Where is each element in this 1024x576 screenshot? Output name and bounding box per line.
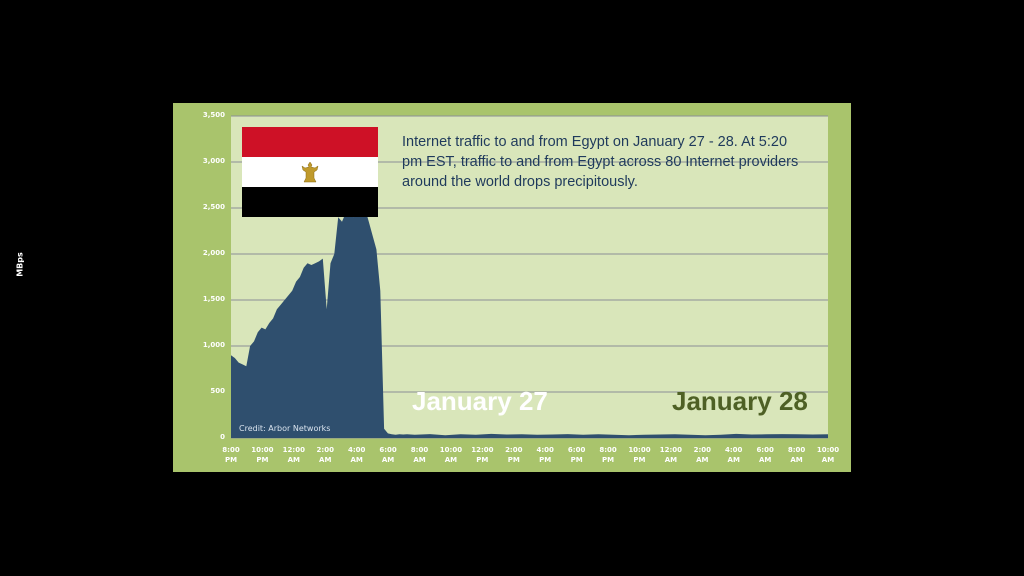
x-tick-label: 2:00 AM [693,446,712,464]
x-tick-label: 10:00 PM [251,446,274,464]
x-tick-label: 12:00 AM [282,446,305,464]
series-area [231,194,828,438]
x-tick-label: 8:00 AM [787,446,806,464]
y-tick-label: 1,000 [202,341,225,349]
flag-red-stripe [242,127,378,157]
chart-caption: Internet traffic to and from Egypt on Ja… [402,134,799,190]
x-tick-label: 10:00 AM [816,446,840,464]
x-tick-label: 4:00 AM [347,446,366,464]
x-tick-label: 8:00 AM [410,446,429,464]
egypt-flag [242,127,378,217]
x-tick-label: 4:00 PM [536,446,554,464]
y-tick-label: 0 [220,433,225,441]
flag-black-stripe [242,187,378,217]
x-tick-label: 2:00 AM [316,446,334,464]
x-tick-label: 2:00 PM [505,446,523,464]
y-tick-label: 1,500 [202,295,225,303]
y-tick-label: 500 [210,387,225,395]
y-tick-label: 2,000 [202,249,225,257]
x-tick-label: 6:00 AM [756,446,774,464]
x-tick-label: 8:00 PM [599,446,617,464]
x-tick-label: 8:00 PM [222,446,240,464]
x-tick-label: 10:00 PM [628,446,651,464]
y-tick-label: 2,500 [202,203,225,211]
x-tick-label: 12:00 PM [471,446,494,464]
x-tick-label: 12:00 AM [659,446,683,464]
x-tick-label: 4:00 AM [725,446,743,464]
annotation-january-27: January 27 [412,386,548,416]
x-tick-label: 10:00 AM [439,446,463,464]
credit-text: Credit: Arbor Networks [239,424,331,433]
x-tick-label: 6:00 PM [567,446,586,464]
y-axis-label: MBps [15,252,25,277]
x-tick-label: 6:00 AM [379,446,397,464]
eagle-of-saladin-icon [301,161,319,183]
annotation-january-28: January 28 [672,386,808,416]
y-tick-label: 3,000 [202,157,225,165]
y-tick-label: 3,500 [202,111,225,119]
